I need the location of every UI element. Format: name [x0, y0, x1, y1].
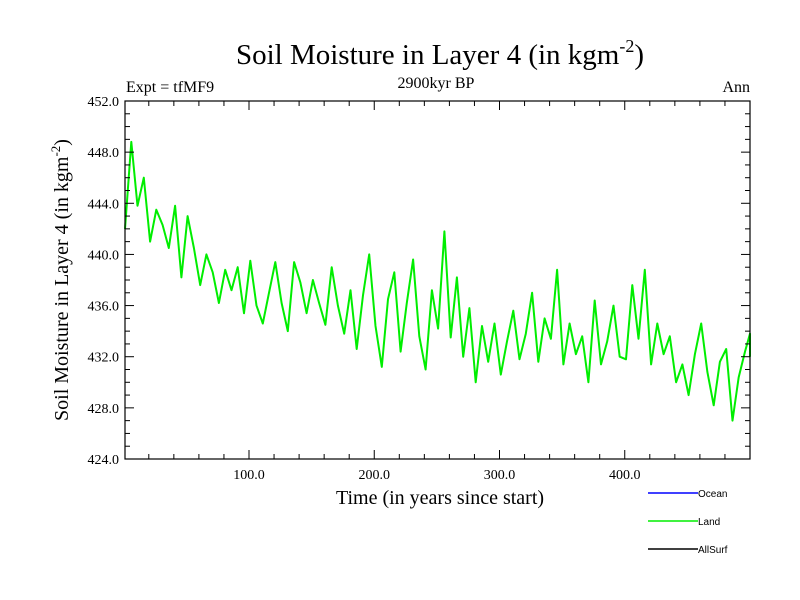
legend-label-ocean: Ocean: [698, 489, 727, 500]
y-tick-label: 436.0: [88, 300, 120, 315]
x-axis-label: Time (in years since start): [336, 487, 544, 509]
series-layer: [124, 140, 751, 422]
x-tick-label: 400.0: [609, 468, 641, 483]
y-axis-label: Soil Moisture in Layer 4 (in kgm-2): [48, 139, 73, 421]
legend-label-allsurf: AllSurf: [698, 545, 728, 556]
y-tick-label: 444.0: [88, 197, 120, 212]
y-tick-label: 440.0: [88, 248, 120, 263]
y-tick-label: 428.0: [88, 402, 120, 417]
plot-area: 100.0 200.0 300.0 400.0 424.0 428.0 432.0 436.0…: [88, 95, 751, 483]
season-label: Ann: [722, 79, 750, 96]
x-tick-label: 100.0: [233, 468, 265, 483]
tick-layer: 100.0 200.0 300.0 400.0 424.0 428.0 432.0 436.0…: [88, 95, 750, 483]
x-tick-label: 300.0: [484, 468, 516, 483]
x-tick-label: 200.0: [358, 468, 390, 483]
experiment-label: Expt = tfMF9: [126, 79, 214, 96]
legend: Ocean Land AllSurf: [648, 489, 728, 556]
chart-title: Soil Moisture in Layer 4 (in kgm-2): [236, 36, 644, 71]
y-tick-label: 448.0: [88, 146, 120, 161]
series-line-land: [124, 140, 751, 422]
legend-label-land: Land: [698, 517, 720, 528]
chart-subtitle: 2900kyr BP: [398, 75, 475, 92]
plot-frame: [124, 100, 751, 460]
y-tick-label: 432.0: [88, 351, 120, 366]
y-tick-label: 424.0: [88, 453, 120, 468]
y-tick-label: 452.0: [88, 95, 120, 110]
